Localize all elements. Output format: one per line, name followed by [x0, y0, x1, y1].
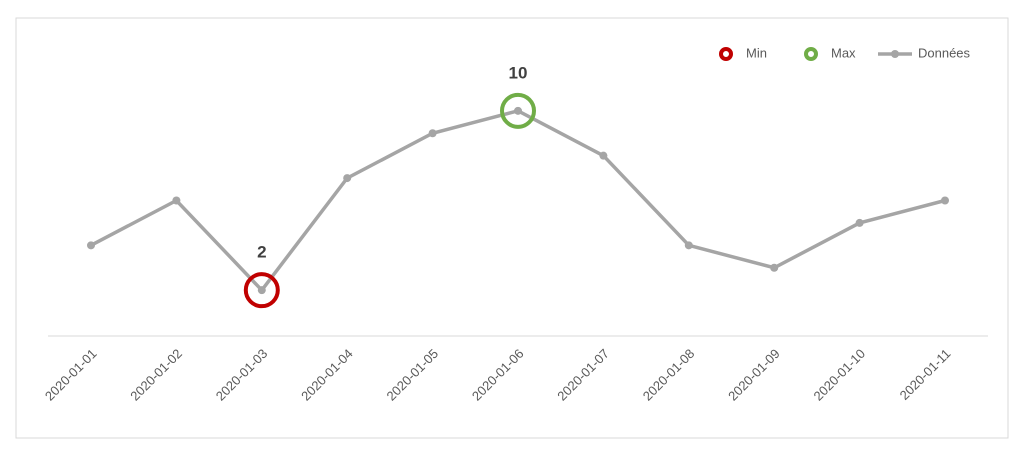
legend-label: Max [831, 45, 856, 60]
data-point [172, 196, 181, 205]
data-point [770, 263, 779, 272]
chart-border [15, 17, 1009, 439]
data-point [87, 241, 95, 250]
data-label: 2 [257, 243, 266, 262]
legend-marker [719, 47, 733, 61]
data-point [684, 241, 693, 250]
data-point [343, 174, 352, 183]
data-point [257, 286, 266, 295]
legend-label: Données [918, 45, 971, 60]
data-point [514, 106, 522, 115]
data-point [428, 129, 437, 138]
legend-marker [804, 47, 818, 61]
data-point [855, 218, 864, 227]
legend-label: Min [746, 45, 767, 60]
legend-marker [891, 50, 899, 58]
data-point [941, 196, 949, 205]
data-label: 10 [509, 63, 528, 82]
extreme-marker [500, 92, 536, 129]
data-point [599, 151, 608, 160]
extreme-marker [243, 272, 280, 309]
